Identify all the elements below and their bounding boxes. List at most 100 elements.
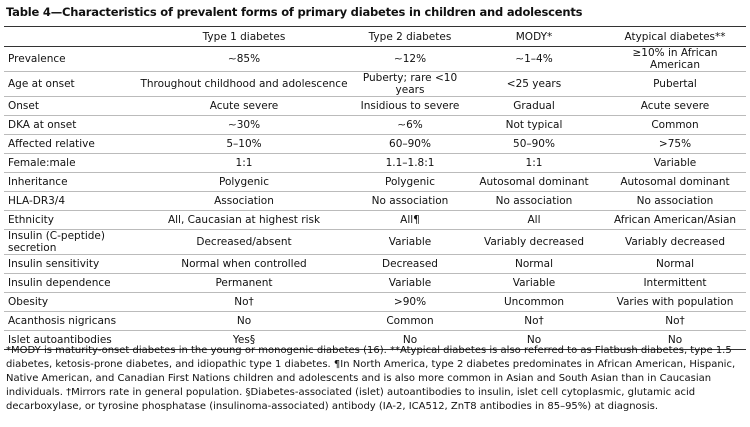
table-cell: Intermittent	[604, 273, 746, 293]
table-cell: Common	[604, 115, 746, 135]
table-cell: Autosomal dominant	[464, 172, 604, 192]
header-row: Type 1 diabetes Type 2 diabetes MODY* Atypi…	[4, 26, 746, 47]
row-label: Insulin dependence	[4, 273, 132, 293]
table-row: Inheritance Polygenic Polygenic Autosomal d…	[4, 172, 746, 192]
table-row: Obesity No† >90% Uncommon Varies with popula…	[4, 292, 746, 312]
table-cell: ∼12%	[356, 46, 464, 72]
table-cell: No	[464, 330, 604, 350]
header-cell	[4, 26, 132, 47]
column-header: Type 1 diabetes	[132, 26, 356, 47]
table-row: DKA at onset ∼30% ∼6% Not typical Common	[4, 115, 746, 135]
table-cell: African American/Asian	[604, 210, 746, 230]
row-label: Islet autoantibodies	[4, 330, 132, 350]
row-label: DKA at onset	[4, 115, 132, 135]
table-cell: No	[132, 311, 356, 331]
table-cell: Throughout childhood and adolescence	[132, 71, 356, 97]
table-cell: Uncommon	[464, 292, 604, 312]
table-cell: Not typical	[464, 115, 604, 135]
table-row: Affected relative 5–10% 60–90% 50–90% >75%	[4, 134, 746, 154]
table-cell: No†	[132, 292, 356, 312]
column-header: Type 2 diabetes	[356, 26, 464, 47]
table-cell: Variable	[604, 153, 746, 173]
table-cell: No association	[604, 191, 746, 211]
table-cell: Permanent	[132, 273, 356, 293]
table-row: Islet autoantibodies Yes§ No No No	[4, 330, 746, 350]
table-cell: Decreased	[356, 254, 464, 274]
table-row: Insulin dependence Permanent Variable Varia…	[4, 273, 746, 293]
table-row: Insulin (C-peptide) secretion Decreased/a…	[4, 229, 746, 255]
table-cell: Variably decreased	[604, 229, 746, 255]
table-cell: Normal when controlled	[132, 254, 356, 274]
table-row: Age at onset Throughout childhood and ado…	[4, 71, 746, 97]
table-cell: Variable	[356, 229, 464, 255]
row-label: Acanthosis nigricans	[4, 311, 132, 331]
row-label: Inheritance	[4, 172, 132, 192]
row-label: Ethnicity	[4, 210, 132, 230]
footnote: *MODY is maturity-onset diabetes in the …	[6, 345, 736, 412]
table-cell: No association	[356, 191, 464, 211]
table-cell: ∼30%	[132, 115, 356, 135]
table-cell: All, Caucasian at highest risk	[132, 210, 356, 230]
table-cell: Association	[132, 191, 356, 211]
table-cell: ∼1–4%	[464, 46, 604, 72]
table-cell: All¶	[356, 210, 464, 230]
table-cell: Variable	[464, 273, 604, 293]
table-cell: 50–90%	[464, 134, 604, 154]
table-cell: Pubertal	[604, 71, 746, 97]
table-row: Insulin sensitivity Normal when controlle…	[4, 254, 746, 274]
table-cell: 60–90%	[356, 134, 464, 154]
table-cell: Variably decreased	[464, 229, 604, 255]
table-cell: ∼85%	[132, 46, 356, 72]
table-cell: 5–10%	[132, 134, 356, 154]
table-cell: Insidious to severe	[356, 96, 464, 116]
table-cell: Varies with population	[604, 292, 746, 312]
table-cell: Polygenic	[356, 172, 464, 192]
table-row: Female:male 1:1 1.1–1.8:1 1:1 Variable	[4, 153, 746, 173]
table-row: Prevalence ∼85% ∼12% ∼1–4% ≥10% in African A…	[4, 46, 746, 72]
table-row: Acanthosis nigricans No Common No† No†	[4, 311, 746, 331]
table-cell: Autosomal dominant	[604, 172, 746, 192]
table-cell: Yes§	[132, 330, 356, 350]
table: Type 1 diabetes Type 2 diabetes MODY* Atypi…	[4, 26, 746, 350]
row-label: Obesity	[4, 292, 132, 312]
row-label: Onset	[4, 96, 132, 116]
table-cell: Gradual	[464, 96, 604, 116]
table-cell: ≥10% in African American	[604, 46, 746, 72]
table-cell: Normal	[464, 254, 604, 274]
table-cell: Polygenic	[132, 172, 356, 192]
table-cell: No association	[464, 191, 604, 211]
table-cell: 1:1	[132, 153, 356, 173]
table-cell: No†	[604, 311, 746, 331]
table-cell: Decreased/absent	[132, 229, 356, 255]
row-label: Female:male	[4, 153, 132, 173]
table-cell: 1.1–1.8:1	[356, 153, 464, 173]
table-cell: Variable	[356, 273, 464, 293]
table-row: HLA-DR3/4 Association No association No ass…	[4, 191, 746, 211]
column-header: MODY*	[464, 26, 604, 47]
table-body: Prevalence ∼85% ∼12% ∼1–4% ≥10% in African A…	[4, 46, 746, 350]
table-row: Onset Acute severe Insidious to severe Grad…	[4, 96, 746, 116]
row-label: Insulin sensitivity	[4, 254, 132, 274]
table-cell: <25 years	[464, 71, 604, 97]
column-header: Atypical diabetes**	[604, 26, 746, 47]
table-cell: No†	[464, 311, 604, 331]
row-label: Age at onset	[4, 71, 132, 97]
table-cell: 1:1	[464, 153, 604, 173]
table-cell: Acute severe	[132, 96, 356, 116]
table-cell: Acute severe	[604, 96, 746, 116]
table-cell: Normal	[604, 254, 746, 274]
table-cell: >90%	[356, 292, 464, 312]
table-cell: Puberty; rare <10 years	[356, 71, 464, 97]
table-cell: Common	[356, 311, 464, 331]
table-title: Table 4—Characteristics of prevalent for…	[6, 5, 583, 19]
row-label: Prevalence	[4, 46, 132, 72]
table-cell: All	[464, 210, 604, 230]
table-cell: No	[356, 330, 464, 350]
table-cell: ∼6%	[356, 115, 464, 135]
row-label: Affected relative	[4, 134, 132, 154]
row-label: Insulin (C-peptide) secretion	[4, 229, 132, 255]
table-cell: >75%	[604, 134, 746, 154]
table-cell: No	[604, 330, 746, 350]
row-label: HLA-DR3/4	[4, 191, 132, 211]
